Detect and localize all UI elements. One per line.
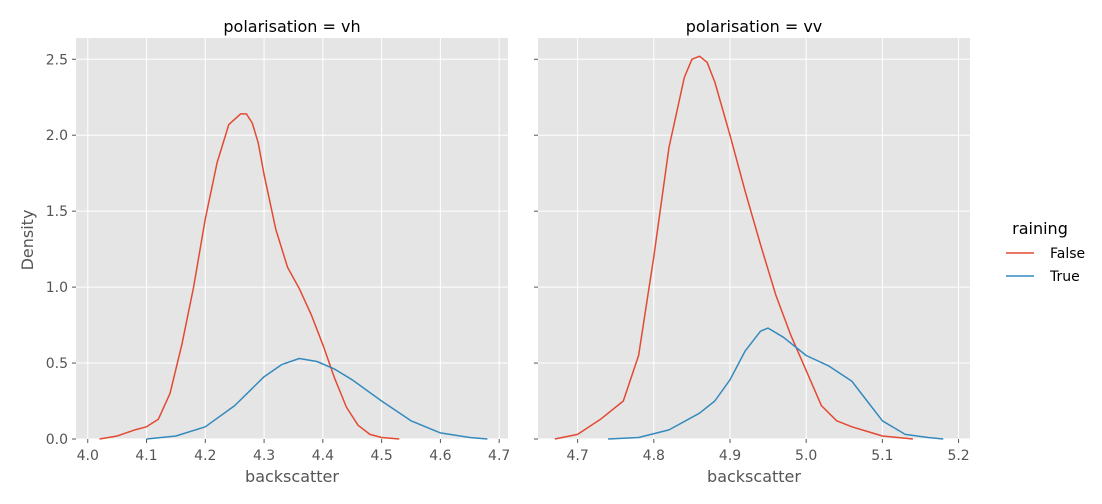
y-tick-label: 1.5: [46, 204, 68, 220]
series-line-true: [608, 327, 944, 440]
x-tick-label: 5.2: [947, 448, 969, 464]
x-tick-label: 5.0: [795, 448, 817, 464]
x-axis-label: backscatter: [245, 467, 339, 486]
x-tick-label: 4.7: [566, 448, 588, 464]
legend-label-true: True: [1049, 269, 1080, 285]
y-tick-label: 1.0: [46, 280, 68, 296]
series-line-false: [99, 113, 400, 440]
panel-title: polarisation = vv: [686, 17, 823, 36]
x-tick-label: 5.1: [871, 448, 893, 464]
plot-area: [76, 38, 508, 439]
y-tick-label: 2.0: [46, 128, 68, 144]
panel-vv: 4.7 4.8 4.9 5.0 5.1 5.2 polarisation = vv backs…: [534, 17, 970, 486]
panel-vh: 4.0 4.1 4.2 4.3 4.4 4.5 4.6 4.7 0.0 0.5 1.0 1.5 2.0 2…: [46, 17, 511, 486]
x-tick-label: 4.1: [135, 448, 157, 464]
x-tick-label: 4.5: [370, 448, 392, 464]
y-axis-label: Density: [18, 210, 37, 271]
legend-label-false: False: [1050, 246, 1085, 262]
legend: raining False True: [1006, 219, 1085, 285]
x-tick-label: 4.7: [488, 448, 510, 464]
plot-area: [538, 38, 970, 439]
y-tick-label: 0.0: [46, 432, 68, 448]
y-tick-label: 0.5: [46, 356, 68, 372]
panel-title: polarisation = vh: [223, 17, 360, 36]
x-tick-label: 4.9: [719, 448, 741, 464]
x-tick-label: 4.8: [643, 448, 665, 464]
series-line-true: [146, 357, 488, 440]
x-tick-label: 4.6: [429, 448, 451, 464]
x-axis-label: backscatter: [707, 467, 801, 486]
x-tick-label: 4.0: [77, 448, 99, 464]
x-tick-label: 4.2: [194, 448, 216, 464]
x-tick-label: 4.3: [253, 448, 275, 464]
legend-title: raining: [1012, 219, 1068, 238]
series-line-false: [554, 55, 913, 440]
x-tick-label: 4.4: [312, 448, 334, 464]
y-tick-label: 2.5: [46, 52, 68, 68]
